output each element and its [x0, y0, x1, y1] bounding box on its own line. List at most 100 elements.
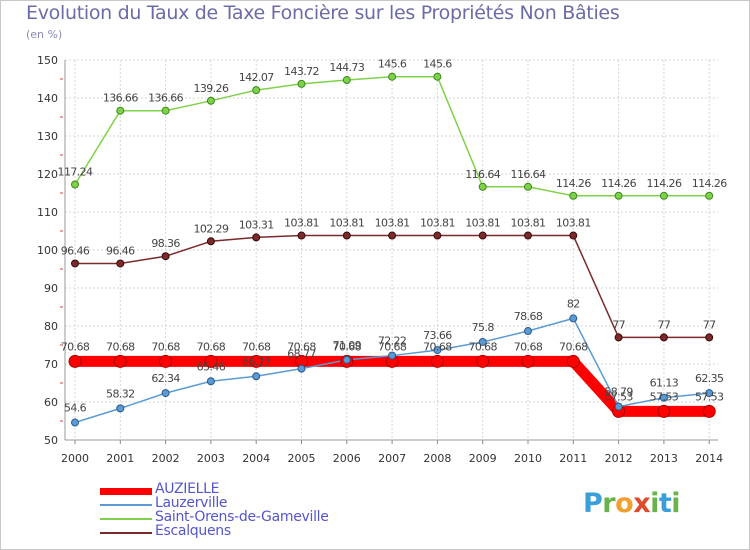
- data-label: 143.72: [284, 65, 319, 78]
- data-label: 77: [703, 318, 716, 331]
- y-tick-label: 100: [37, 244, 58, 257]
- y-tick-label: 70: [44, 358, 58, 371]
- data-label: 114.26: [556, 177, 591, 190]
- data-label: 70.68: [197, 340, 226, 353]
- legend-swatch: [100, 487, 152, 495]
- data-point: [705, 389, 714, 398]
- data-label: 77: [612, 318, 625, 331]
- data-label: 70.68: [468, 340, 497, 353]
- data-point: [297, 231, 306, 240]
- x-tick-label: 2007: [378, 452, 406, 465]
- data-point: [433, 346, 442, 355]
- data-label: 98.36: [151, 237, 180, 250]
- data-label: 144.73: [329, 61, 364, 74]
- data-label: 70.68: [151, 340, 180, 353]
- data-label: 75.8: [472, 321, 495, 334]
- data-point: [161, 106, 170, 115]
- data-point: [161, 389, 170, 398]
- data-label: 136.66: [103, 92, 138, 105]
- logo-letter: x: [633, 488, 651, 519]
- logo-letter: o: [615, 488, 634, 519]
- y-tick-label: 50: [44, 434, 58, 447]
- logo-letter: i: [650, 488, 659, 519]
- data-label: 71.09: [333, 339, 362, 352]
- data-point: [705, 333, 714, 342]
- x-tick-label: 2008: [423, 452, 451, 465]
- data-point: [388, 72, 397, 81]
- y-tick-label: 90: [44, 282, 58, 295]
- data-point: [204, 354, 218, 368]
- data-label: 103.81: [465, 217, 500, 230]
- data-label: 70.68: [378, 340, 407, 353]
- data-label: 145.6: [423, 58, 452, 71]
- x-tick-label: 2000: [61, 452, 89, 465]
- y-tick-label: 150: [37, 54, 58, 67]
- data-point: [614, 191, 623, 200]
- data-label: 70.68: [106, 340, 135, 353]
- data-label: 62.34: [151, 372, 180, 385]
- legend-label: Escalquens: [155, 523, 231, 539]
- data-point: [252, 233, 261, 242]
- data-point: [433, 72, 442, 81]
- data-label: 114.26: [646, 177, 681, 190]
- data-label: 70.68: [333, 340, 362, 353]
- x-tick-label: 2001: [106, 452, 134, 465]
- data-point: [478, 231, 487, 240]
- legend-label: Lauzerville: [155, 495, 228, 511]
- data-point: [524, 231, 532, 240]
- data-point: [478, 337, 487, 346]
- data-point: [342, 355, 351, 364]
- data-label: 114.26: [601, 177, 636, 190]
- data-label: 114.26: [692, 177, 727, 190]
- legend-swatch: [100, 518, 152, 520]
- data-label: 73.66: [423, 329, 452, 342]
- x-tick-label: 2010: [514, 452, 542, 465]
- y-tick-label: 130: [37, 130, 58, 143]
- data-label: 78.68: [514, 310, 543, 323]
- data-point: [71, 259, 79, 268]
- data-label: 82: [567, 297, 580, 310]
- data-point: [252, 86, 261, 95]
- data-label: 57.53: [695, 390, 724, 403]
- data-point: [161, 252, 170, 261]
- y-tick-label: 120: [37, 168, 58, 181]
- data-label: 103.81: [375, 217, 410, 230]
- data-label: 58.32: [106, 387, 135, 400]
- data-point: [430, 354, 444, 368]
- data-point: [297, 364, 306, 373]
- data-point: [478, 182, 487, 191]
- x-tick-label: 2004: [242, 452, 270, 465]
- logo-letter: r: [602, 488, 616, 519]
- data-point: [116, 259, 125, 268]
- x-tick-label: 2009: [469, 452, 497, 465]
- legend-label: AUZIELLE: [155, 481, 220, 497]
- data-label: 77: [657, 318, 670, 331]
- data-label: 68.77: [287, 348, 316, 361]
- legend-swatch: [100, 532, 152, 534]
- legend-label: Saint-Orens-de-Gameville: [155, 509, 329, 525]
- data-point: [657, 404, 671, 418]
- data-point: [206, 237, 215, 246]
- data-point: [388, 231, 397, 240]
- data-point: [524, 327, 532, 336]
- data-label: 103.81: [511, 217, 546, 230]
- data-point: [342, 76, 351, 85]
- data-label: 96.46: [61, 244, 90, 257]
- data-label: 61.13: [650, 377, 679, 390]
- data-point: [659, 393, 668, 402]
- x-tick-label: 2006: [333, 452, 361, 465]
- data-point: [476, 354, 490, 368]
- data-point: [206, 96, 215, 105]
- data-label: 103.81: [329, 217, 364, 230]
- data-label: 117.24: [58, 165, 93, 178]
- data-label: 103.81: [284, 217, 319, 230]
- data-point: [113, 354, 127, 368]
- data-point: [342, 231, 351, 240]
- data-label: 96.46: [106, 244, 135, 257]
- data-label: 103.81: [556, 217, 591, 230]
- data-label: 103.31: [239, 218, 274, 231]
- data-label: 57.53: [604, 390, 633, 403]
- data-label: 72.22: [378, 335, 407, 348]
- data-point: [614, 333, 623, 342]
